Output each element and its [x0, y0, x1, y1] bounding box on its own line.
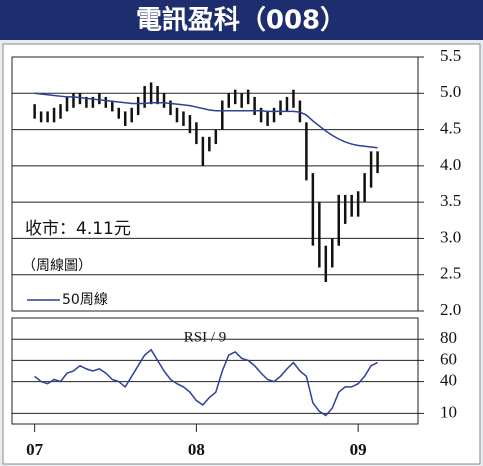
chart-title: 電訊盈科（008）	[136, 5, 346, 36]
series-line	[34, 92, 378, 149]
y-tick-label: 3.5	[440, 191, 461, 210]
y-tick-label: 2.0	[440, 300, 461, 319]
legend-label: 50周線	[62, 292, 108, 308]
y-tick-label: 10	[440, 402, 457, 421]
x-tick-label: 07	[26, 440, 44, 459]
x-tick-label: 09	[350, 440, 367, 459]
series-line	[34, 348, 378, 417]
y-tick-label: 4.5	[440, 118, 461, 137]
y-tick-label: 3.0	[440, 227, 461, 246]
rsi-panel	[11, 317, 419, 425]
y-tick-label: 40	[440, 371, 457, 390]
title-bar	[0, 0, 483, 40]
y-tick-label: 60	[440, 349, 457, 368]
chart-note: （周線圖）	[22, 258, 92, 274]
x-tick-label: 08	[188, 440, 205, 459]
plot-background	[2, 43, 481, 465]
close-annotation: 收市：4.11元	[25, 219, 131, 239]
y-tick-label: 2.5	[440, 264, 461, 283]
y-tick-label: 5.5	[440, 46, 461, 65]
y-tick-label: 5.0	[440, 82, 461, 101]
rsi-title: RSI / 9	[184, 329, 227, 345]
y-tick-label: 4.0	[440, 155, 461, 174]
y-tick-label: 80	[440, 328, 457, 347]
